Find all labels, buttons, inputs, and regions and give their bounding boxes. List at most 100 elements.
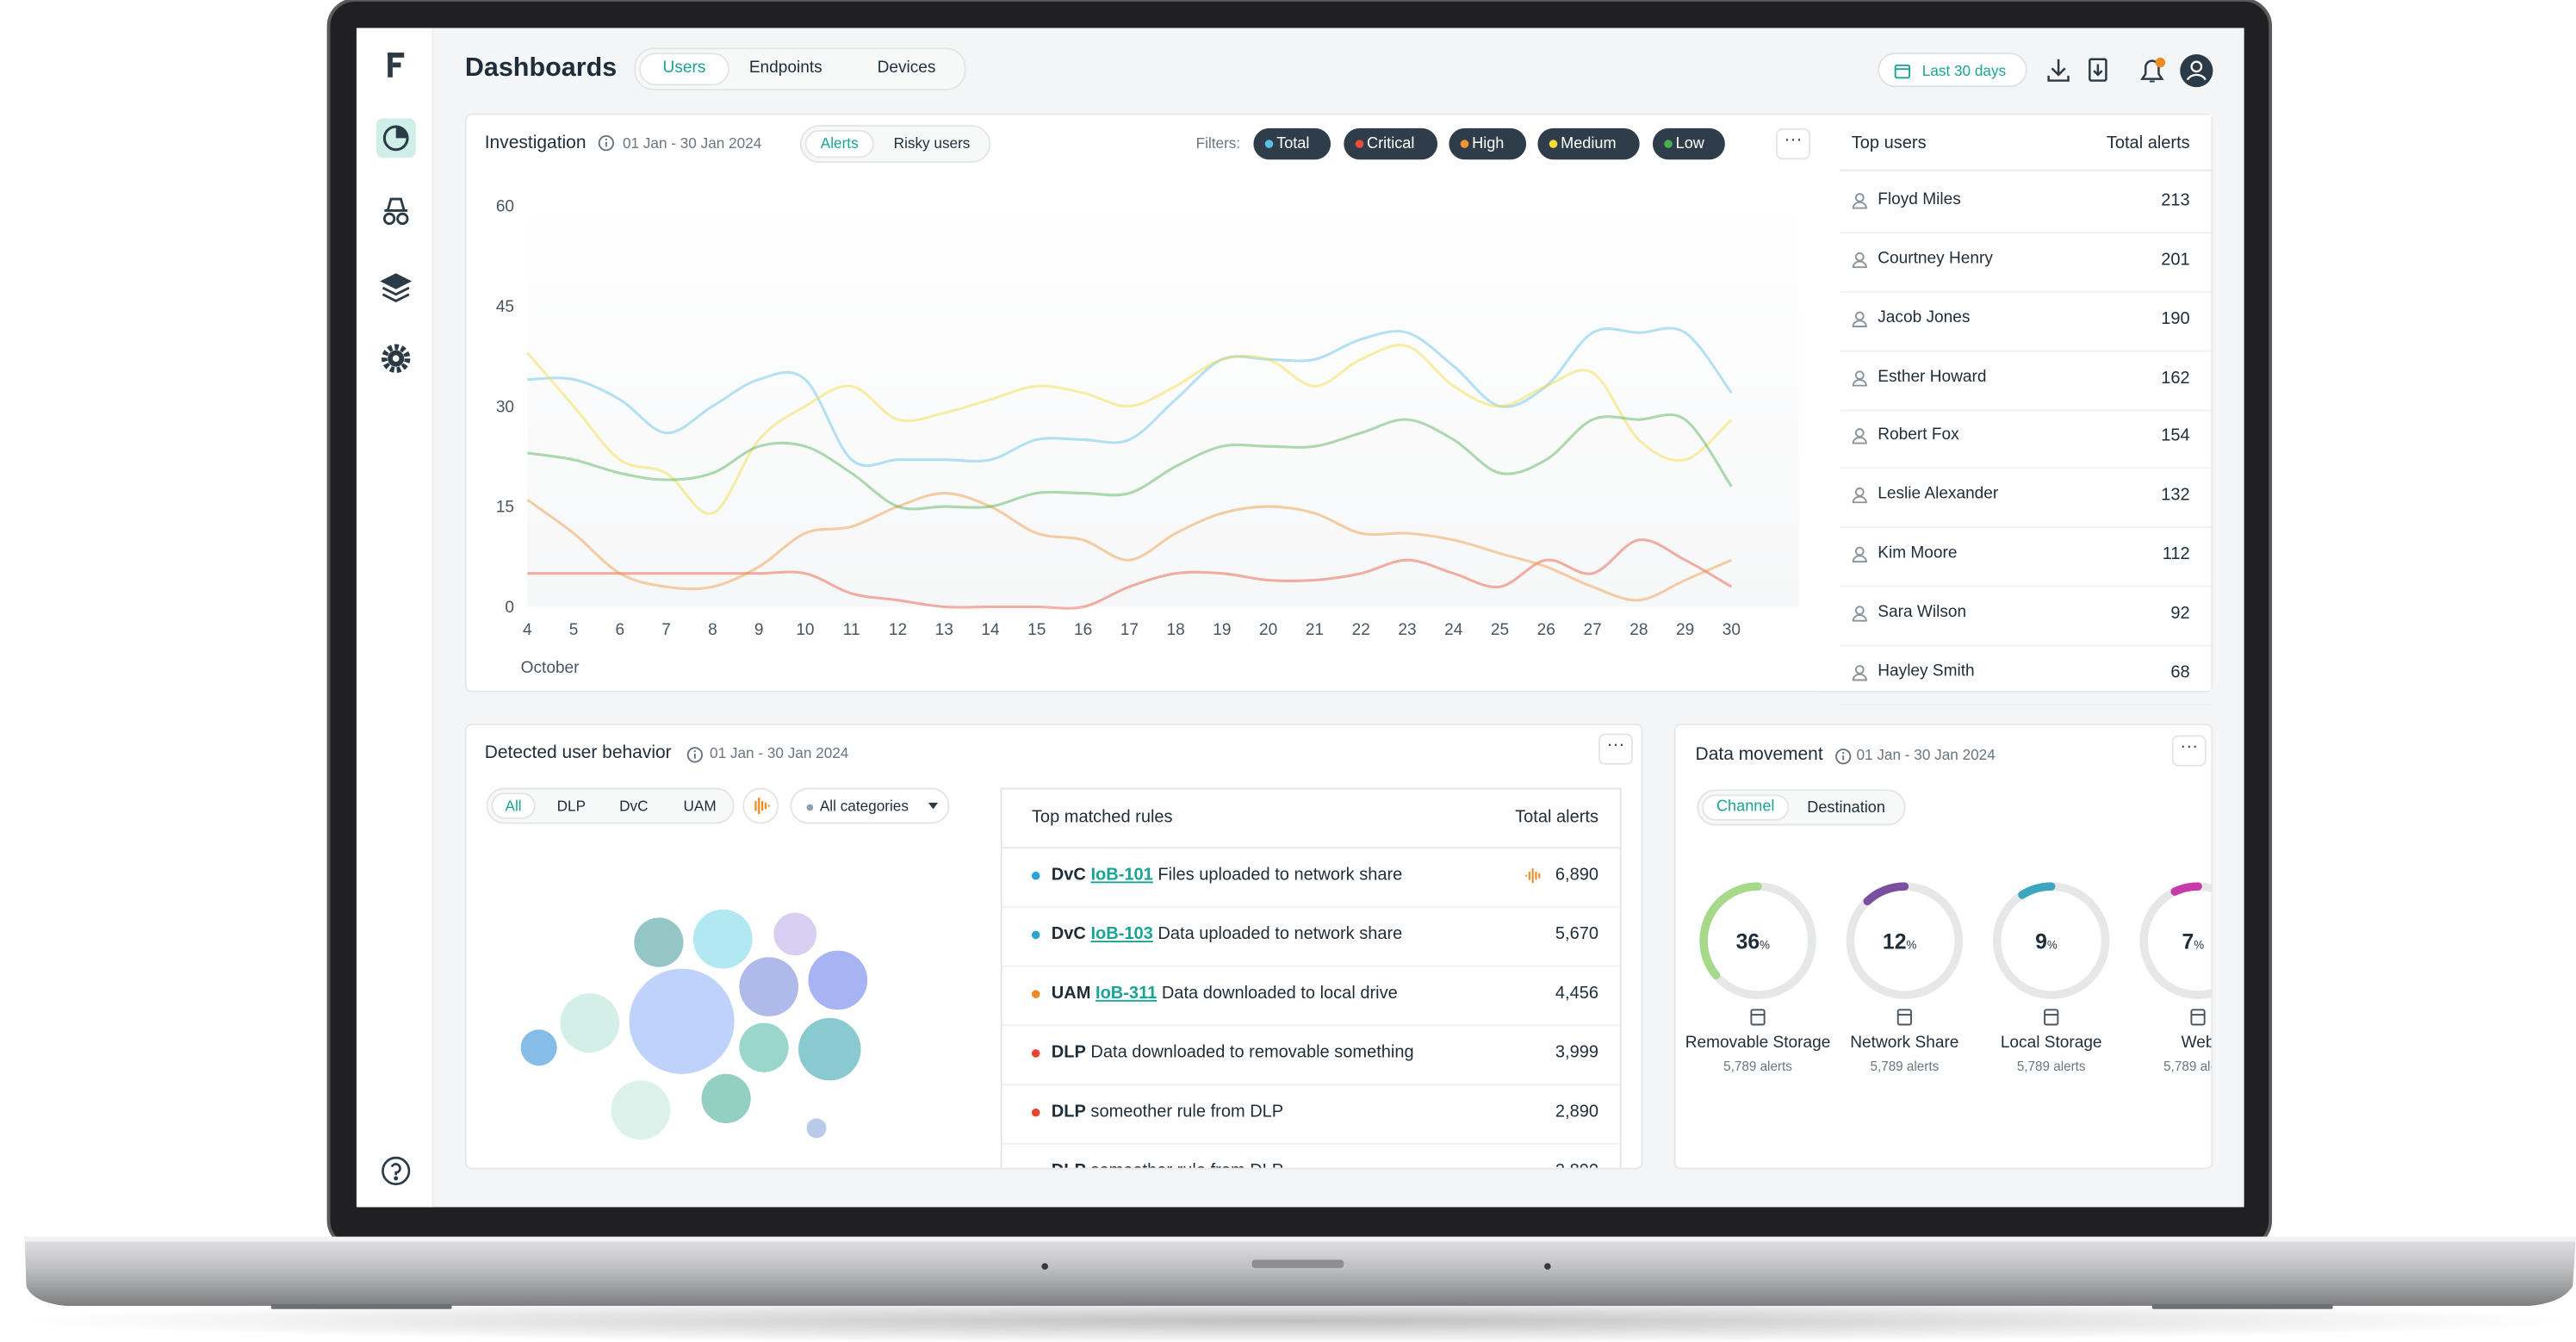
legend-label: Medium	[1561, 134, 1617, 153]
filter-option[interactable]: DvC	[619, 798, 649, 815]
column-header: Top matched rules	[1031, 807, 1173, 828]
legend-chip[interactable]: High	[1449, 127, 1527, 160]
row-divider	[1840, 350, 2212, 351]
series-line	[526, 344, 1733, 515]
user-alerts: 132	[2161, 485, 2190, 506]
user-name[interactable]: Hayley Smith	[1878, 662, 1975, 681]
x-tick-label: 14	[981, 621, 1000, 639]
date-range-button[interactable]: Last 30 days	[1878, 53, 2027, 88]
rule-alerts: 5,670	[1555, 923, 1598, 944]
rule-id-link[interactable]: IoB-101	[1090, 865, 1153, 885]
top-users-panel	[1823, 115, 2212, 691]
icon-part	[1854, 370, 1865, 380]
x-tick-label: 27	[1583, 621, 1601, 639]
icon-part	[1854, 488, 1865, 498]
ring-value: 9%	[2035, 931, 2058, 954]
ring-percent: 7	[2182, 931, 2194, 954]
user-name[interactable]: Kim Moore	[1878, 544, 1958, 563]
tab[interactable]: Devices	[877, 59, 936, 78]
x-tick-label: 13	[935, 621, 953, 639]
rule-line: DLP someother rule from DLP	[1052, 1103, 1283, 1120]
info-icon[interactable]	[686, 747, 704, 763]
icon-part	[2044, 1009, 2059, 1026]
rule-text: Data uploaded to network share	[1158, 923, 1403, 944]
channel-label: Network Share	[1850, 1034, 1959, 1053]
rule-category: DvC	[1051, 923, 1086, 944]
notifications-button[interactable]	[2140, 57, 2166, 83]
icon-part	[1852, 201, 1867, 209]
x-tick-label: 22	[1352, 621, 1370, 639]
filter-option[interactable]: All	[493, 794, 534, 817]
toggle-option[interactable]: Destination	[1807, 798, 1885, 817]
rule-category: UAM	[1051, 983, 1091, 1003]
icon-part	[1852, 496, 1867, 504]
user-name[interactable]: Courtney Henry	[1878, 249, 1993, 268]
ring-value: 36%	[1736, 931, 1771, 954]
card-title: Detected user behavior	[484, 743, 672, 763]
card-title: Investigation	[484, 133, 587, 153]
download-button[interactable]	[2047, 59, 2070, 82]
legend-chip[interactable]: Medium	[1537, 127, 1640, 160]
user-icon	[1852, 311, 1867, 327]
rule-alerts: 2,890	[1555, 1162, 1598, 1168]
x-tick-label: 25	[1491, 621, 1509, 639]
filter-option[interactable]: UAM	[683, 798, 717, 815]
y-tick-label: 30	[496, 398, 514, 416]
user-name[interactable]: Robert Fox	[1878, 426, 1959, 445]
channel-label: Web	[2181, 1034, 2213, 1053]
bubble-cluster	[520, 909, 868, 1140]
x-tick-label: 6	[616, 621, 625, 639]
rule-dot	[1031, 930, 1040, 940]
ring-value: 7%	[2182, 931, 2204, 954]
x-tick-label: 7	[661, 621, 671, 639]
nav-layers[interactable]	[380, 273, 413, 303]
user-name[interactable]: Floyd Miles	[1878, 190, 1961, 209]
category-select[interactable]: All categories	[790, 787, 950, 824]
user-alerts: 92	[2170, 603, 2190, 624]
icon-part	[1854, 546, 1865, 556]
rule-category: DLP	[1052, 1160, 1086, 1167]
toggle-option[interactable]: Channel	[1704, 796, 1788, 819]
tab[interactable]: Users	[640, 54, 729, 84]
ring-unit: %	[1906, 939, 1916, 952]
toggle-option[interactable]: Alerts	[806, 131, 872, 157]
channel-icon	[1896, 1009, 1912, 1026]
icon-part	[1852, 319, 1867, 327]
row-divider	[1002, 1024, 1620, 1027]
series-line	[526, 492, 1732, 602]
rule-id-link[interactable]: IoB-103	[1090, 923, 1153, 944]
x-tick-label: 20	[1259, 621, 1277, 639]
toggle-option[interactable]: Risky users	[893, 134, 971, 152]
export-button[interactable]	[2089, 58, 2107, 82]
tab[interactable]: Endpoints	[748, 59, 822, 78]
info-icon[interactable]	[1835, 749, 1852, 765]
icon-part	[1854, 252, 1865, 262]
series-line	[527, 413, 1733, 511]
more-button[interactable]: ···	[1776, 127, 1811, 160]
profile-button[interactable]	[2180, 54, 2213, 88]
channel-alerts: 5,789 alerts	[1870, 1059, 1940, 1074]
legend-chip[interactable]: Critical	[1344, 127, 1438, 160]
rule-category: DvC	[1051, 865, 1086, 885]
info-icon[interactable]	[598, 134, 615, 152]
ring-arc	[1863, 882, 1909, 905]
x-tick-label: 21	[1306, 621, 1324, 639]
user-name[interactable]: Esther Howard	[1878, 367, 1987, 386]
more-button[interactable]: ···	[2171, 735, 2207, 767]
rule-line: UAM IoB-311 Data downloaded to local dri…	[1052, 985, 1398, 1002]
user-name[interactable]: Jacob Jones	[1878, 308, 1971, 327]
legend-chip[interactable]: Total	[1253, 127, 1331, 160]
user-name[interactable]: Leslie Alexander	[1878, 485, 1999, 504]
filter-option[interactable]: DLP	[556, 798, 587, 815]
help[interactable]	[382, 1156, 411, 1186]
ring-percent: 12	[1883, 931, 1907, 954]
legend-chip[interactable]: Low	[1652, 127, 1725, 160]
legend-label: Total	[1276, 134, 1310, 153]
more-button[interactable]: ···	[1598, 733, 1634, 765]
user-icon	[1852, 488, 1867, 504]
user-name[interactable]: Sara Wilson	[1878, 603, 1967, 622]
activity-toggle[interactable]	[742, 787, 779, 824]
nav-investigation[interactable]	[382, 197, 409, 226]
rule-id-link[interactable]: IoB-311	[1096, 983, 1158, 1003]
nav-dashboard[interactable]	[376, 118, 416, 158]
